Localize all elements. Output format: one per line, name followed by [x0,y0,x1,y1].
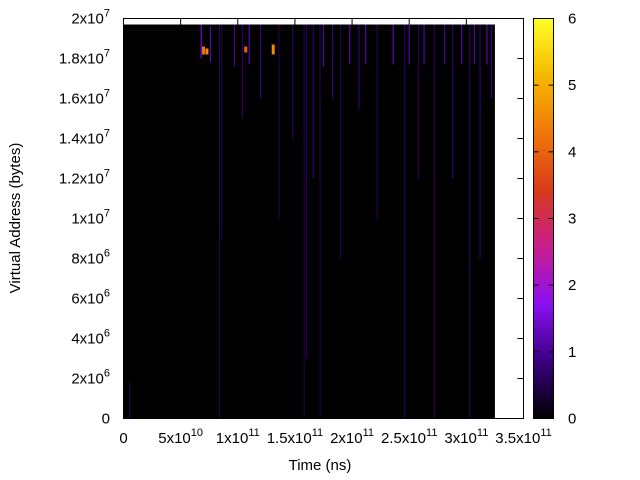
heatmap-cell [292,24,294,139]
heatmap-cell [271,44,275,55]
heatmap-cell [244,46,248,53]
y-tick-label: 8x106 [71,248,110,268]
y-tick-label: 2x106 [71,368,110,388]
heatmap-cell [417,24,419,179]
heatmap-cell [444,24,446,65]
colorbar-tick-label: 5 [568,77,576,94]
heatmap-cell [376,24,378,219]
colorbar-tick-label: 6 [568,11,576,28]
heatmap-cell [469,24,471,419]
x-tick-label: 2x1011 [330,427,374,447]
y-tick-label: 1.2x107 [59,168,110,188]
colorbar-tick-label: 4 [568,144,576,161]
heatmap-cell [129,382,131,419]
y-tick-label: 6x106 [71,288,110,308]
heatmap-cell [319,24,321,419]
heatmap-cell [349,24,351,65]
colorbar-tick-label: 2 [568,277,576,294]
y-tick-label: 1.8x107 [59,48,110,68]
heatmap-cell [200,24,202,59]
plot-frame [123,18,524,419]
heatmap-cell [312,24,314,179]
heatmap-cell [202,46,205,55]
heatmap-cell [305,24,307,359]
heatmap-cell [392,24,394,65]
heatmap-cell [433,24,435,419]
heatmap-cell [248,24,250,65]
heatmap-cell [241,24,243,119]
heatmap-cell [332,24,334,99]
heatmap-cell [218,24,221,419]
x-tick-label: 1x1011 [216,427,260,447]
heatmap-cell [490,24,493,99]
x-tick-label: 2.5x1011 [381,427,437,447]
y-tick-label: 2x107 [71,8,110,28]
heatmap-cell [221,24,223,239]
y-axis-ticks: 0 2x106 4x106 6x106 8x106 1x107 1.2x107 1.4x107… [59,8,524,428]
colorbar-tick-label: 1 [568,344,576,361]
x-axis-label: Time (ns) [289,457,352,474]
heatmap-cell [461,24,463,65]
heatmap-cell [365,24,367,65]
heatmap-cell [404,24,406,419]
heatmap-cell [452,24,454,179]
heatmap-plot-area [123,24,495,419]
heatmap-cell [479,24,481,259]
y-tick-label: 1.4x107 [59,128,110,148]
heatmap-cell [233,24,235,67]
x-tick-label: 3x1011 [444,427,488,447]
x-tick-label: 3.5x1011 [495,427,551,447]
heatmap-cell [205,48,209,55]
colorbar-fill [533,18,554,419]
heatmap-cell [209,26,211,63]
x-tick-label: 5x1010 [158,427,203,447]
heatmap-cell [486,24,488,65]
y-tick-label: 1x107 [71,208,110,228]
colorbar-tick-label: 3 [568,211,576,228]
colorbar-tick-label: 0 [568,411,576,428]
x-tick-label: 0 [119,430,127,447]
heatmap-cell [260,24,262,99]
y-tick-label: 1.6x107 [59,88,110,108]
heatmap-cell [340,24,342,259]
heatmap-cell [358,24,360,109]
heatmap-background [123,24,495,419]
colorbar: 0 1 2 3 4 5 6 [533,11,576,428]
heatmap-cell [423,24,425,65]
heatmap-cell [303,24,305,419]
heatmap-cell [408,24,410,65]
x-tick-label: 1.5x1011 [267,427,323,447]
y-tick-label: 4x106 [71,328,110,348]
heatmap-cell [322,24,325,67]
y-tick-label: 0 [102,411,110,428]
y-axis-label: Virtual Address (bytes) [7,143,24,294]
heatmap-cell [473,24,475,65]
heatmap-cell [278,24,280,219]
